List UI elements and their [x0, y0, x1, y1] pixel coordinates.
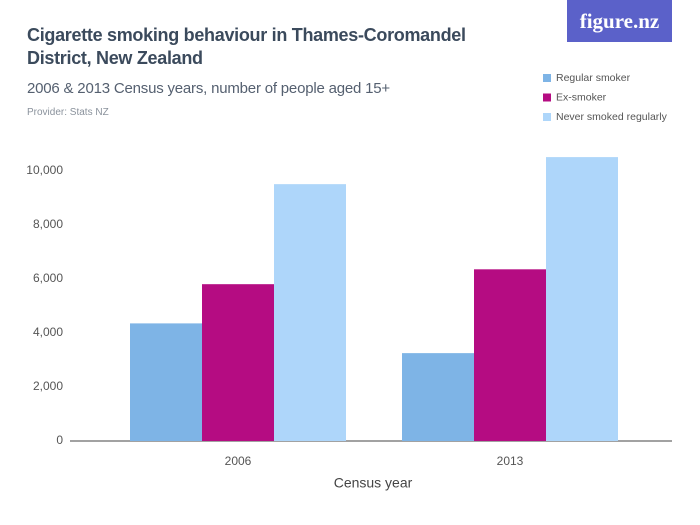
- legend-swatch: [543, 93, 551, 102]
- legend-swatch: [543, 74, 551, 82]
- x-axis-title: Census year: [334, 475, 413, 491]
- y-tick-label: 6,000: [33, 271, 63, 285]
- legend-swatch: [543, 113, 551, 121]
- legend-label: Regular smoker: [556, 72, 631, 84]
- y-tick-label: 10,000: [26, 163, 63, 177]
- bar: [202, 284, 274, 441]
- y-tick-label: 8,000: [33, 217, 63, 231]
- bar: [402, 353, 474, 441]
- provider: Provider: Stats NZ: [27, 107, 109, 118]
- legend-label: Ex-smoker: [556, 91, 607, 103]
- x-tick-label: 2006: [225, 454, 252, 468]
- bar: [474, 269, 546, 441]
- x-tick-label: 2013: [497, 454, 524, 468]
- y-tick-label: 2,000: [33, 379, 63, 393]
- bar: [130, 323, 202, 441]
- bar: [274, 184, 346, 442]
- legend-label: Never smoked regularly: [556, 111, 668, 123]
- y-tick-label: 0: [56, 433, 63, 447]
- bar: [546, 157, 618, 441]
- y-tick-label: 4,000: [33, 325, 63, 339]
- chart-title: Cigarette smoking behaviour in Thames-Co…: [27, 25, 466, 68]
- brand-logo[interactable]: figure.nz: [567, 0, 672, 42]
- chart-subtitle: 2006 & 2013 Census years, number of peop…: [27, 80, 390, 97]
